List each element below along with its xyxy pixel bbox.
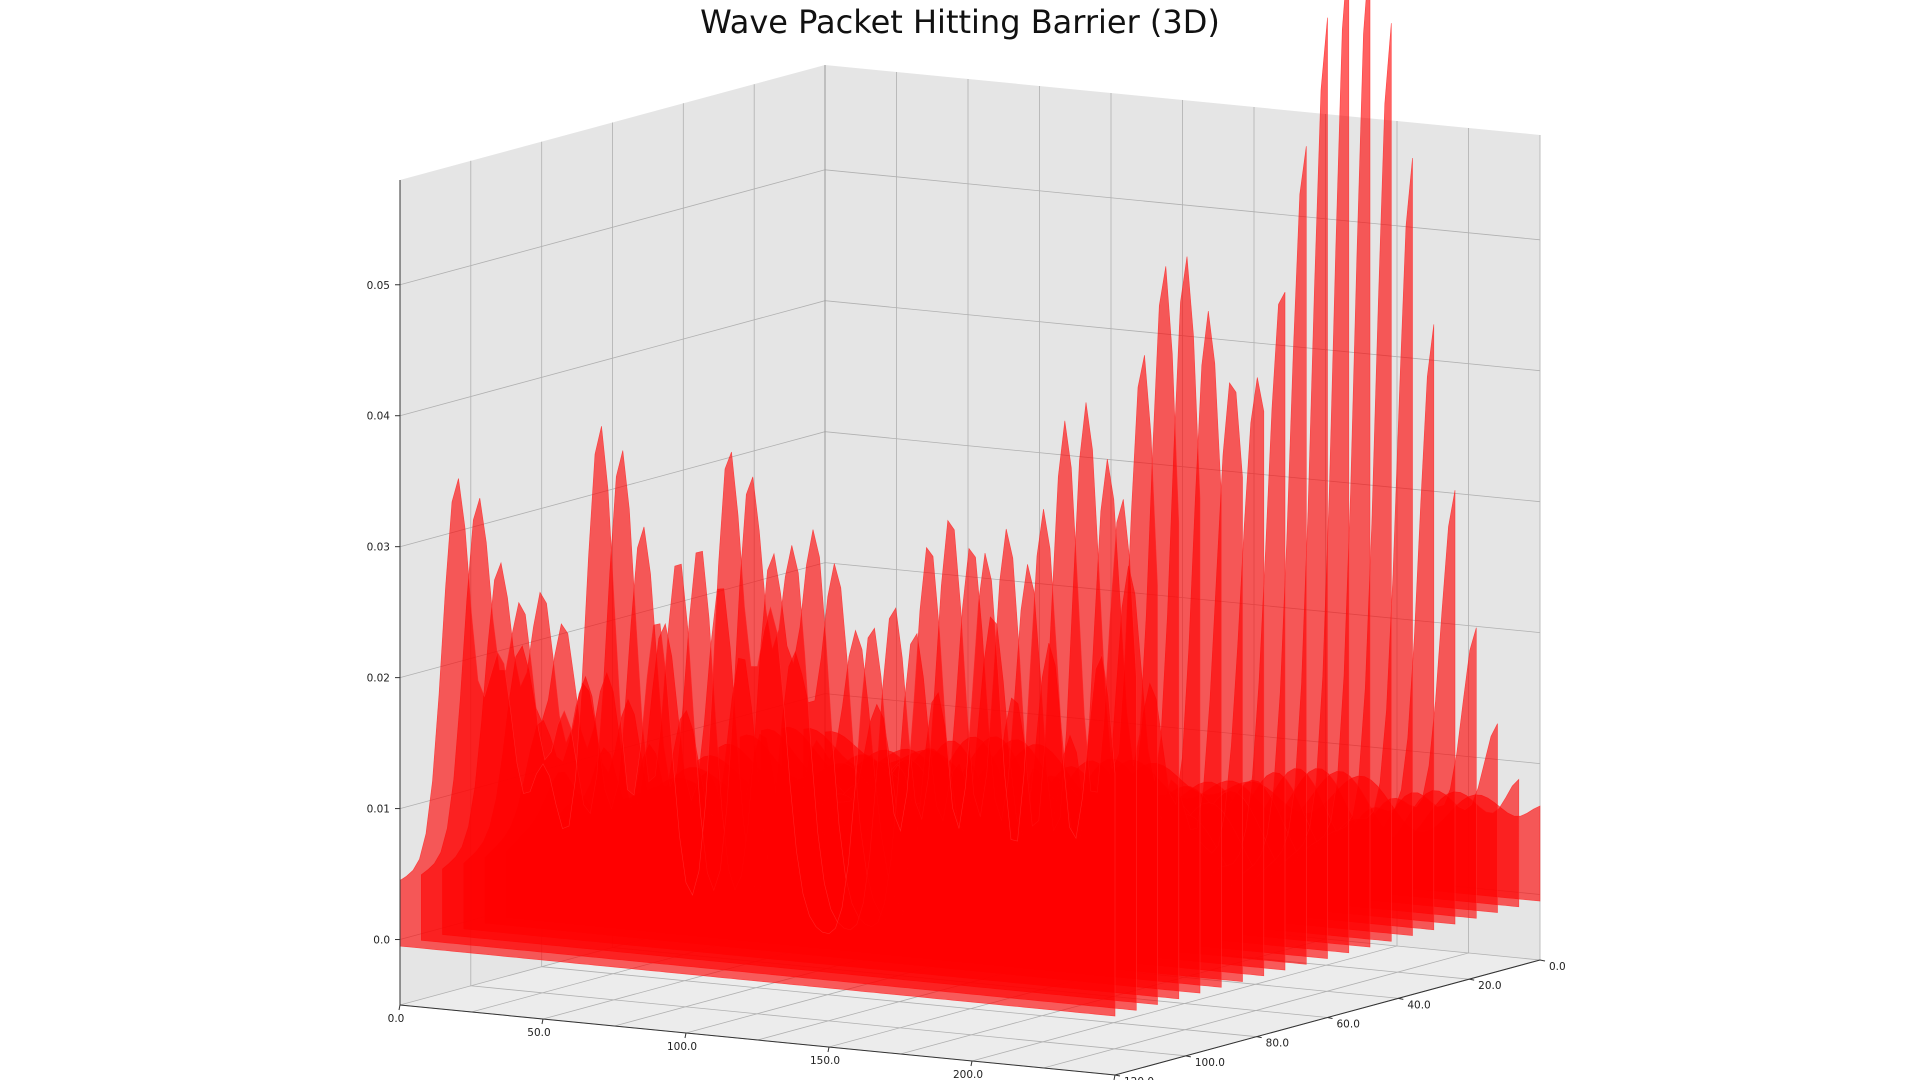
x-axis-line	[399, 1004, 1116, 1076]
z-tick-label: 0.03	[367, 542, 390, 554]
x-tick-label: 150.0	[810, 1055, 840, 1067]
x-tick-mark	[1113, 1074, 1116, 1080]
grid-line-y	[470, 160, 1186, 1057]
x-tick-label: 50.0	[527, 1027, 550, 1039]
x-tick-mark	[684, 1032, 687, 1039]
y-tick-label: 60.0	[1337, 1019, 1360, 1031]
y-tick-mark	[1469, 978, 1475, 981]
x-tick-mark	[827, 1046, 830, 1053]
y-tick-label: 20.0	[1478, 980, 1501, 992]
x-tick-label: 0.0	[388, 1013, 405, 1025]
y-tick-label: 40.0	[1407, 999, 1430, 1011]
y-tick-label: 80.0	[1266, 1038, 1289, 1050]
x-tick-label: 100.0	[667, 1041, 697, 1053]
x-tick-mark	[970, 1060, 973, 1067]
y-tick-mark	[1327, 1017, 1333, 1019]
chart-title: Wave Packet Hitting Barrier (3D)	[700, 3, 1220, 41]
y-tick-label: 0.0	[1549, 961, 1566, 973]
x-tick-label: 200.0	[953, 1069, 983, 1080]
y-tick-label: 100.0	[1195, 1057, 1225, 1069]
z-tick-label: 0.0	[373, 935, 390, 947]
x-tick-mark	[541, 1018, 544, 1025]
y-tick-mark	[1114, 1074, 1121, 1077]
surface	[399, 0, 1541, 1017]
surface-strip	[399, 426, 1116, 1017]
z-tick-label: 0.01	[367, 804, 390, 816]
y-tick-mark	[1185, 1055, 1191, 1058]
grid-line-y	[541, 141, 1257, 1038]
y-tick-mark	[1539, 959, 1546, 962]
y-tick-mark	[1256, 1036, 1262, 1039]
z-tick-label: 0.05	[367, 280, 390, 292]
z-tick-label: 0.02	[367, 673, 390, 685]
y-tick-mark	[1398, 997, 1404, 1000]
y-tick-label: 120.0	[1124, 1076, 1154, 1080]
x-tick-mark	[398, 1004, 401, 1011]
axis-lines	[395, 180, 1546, 1080]
tick-labels: 0.050.0100.0150.0200.0250.00.020.040.060…	[367, 280, 1566, 1080]
z-tick-label: 0.04	[367, 411, 391, 423]
